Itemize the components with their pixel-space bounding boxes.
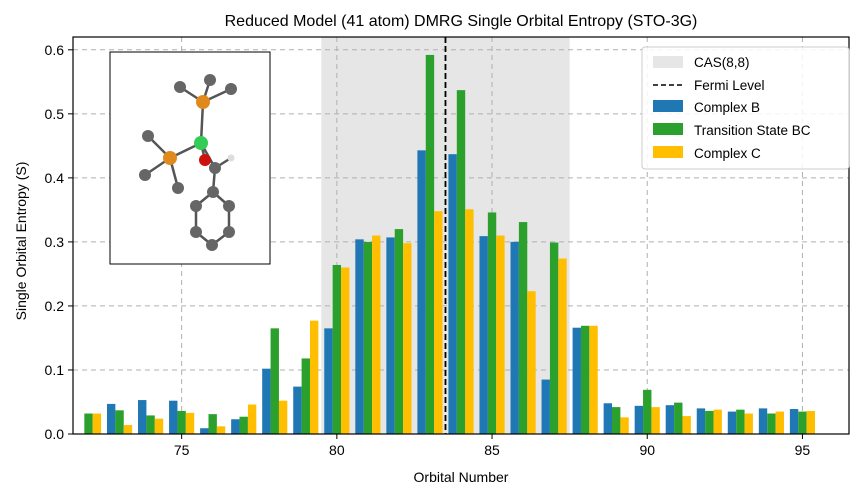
bar-complex-b [417,150,426,434]
bar-transition-state-bc [643,389,652,434]
bar-complex-b [479,236,488,434]
bar-transition-state-bc [332,264,342,434]
y-tick-label: 0.4 [45,170,65,186]
bar-complex-b [727,411,737,434]
bar-complex-b [572,327,581,434]
bar-complex-b [106,403,116,434]
legend-swatch-cas [653,56,683,68]
bar-complex-c [713,409,722,434]
bar-complex-b [386,237,395,434]
bar-complex-c [806,410,816,434]
legend-label-fermi: Fermi Level [694,78,765,93]
bar-complex-b [758,408,768,434]
bar-complex-c [154,418,164,434]
bar-transition-state-bc [239,416,248,434]
bar-transition-state-bc [84,413,93,434]
bar-transition-state-bc [549,242,559,434]
bar-complex-b [510,241,519,434]
x-tick-label: 95 [795,442,811,458]
bar-complex-c [682,416,691,434]
bar-transition-state-bc [798,411,807,434]
bar-complex-c [247,404,257,434]
bar-transition-state-bc [736,409,745,434]
bar-transition-state-bc [146,415,155,434]
bar-complex-c [496,235,505,434]
bar-complex-b [665,405,675,434]
bar-transition-state-bc [767,413,776,434]
bar-complex-c [558,258,567,434]
bar-complex-b [603,403,613,434]
legend-label-complex-b: Complex B [694,100,760,115]
x-axis-title: Orbital Number [414,469,509,485]
bar-complex-c [403,243,412,434]
bar-transition-state-bc [363,241,373,434]
bar-complex-c [651,407,660,434]
bar-transition-state-bc [612,407,621,434]
bar-complex-c [620,417,629,434]
legend-swatch-complex-c [653,146,683,158]
legend-swatch-complex-b [653,100,683,112]
chart-title: Reduced Model (41 atom) DMRG Single Orbi… [225,13,698,30]
legend: CAS(8,8) Fermi Level Complex B Transitio… [641,46,850,170]
bar-complex-c [216,426,226,434]
bar-complex-b [200,428,209,434]
bar-transition-state-bc [456,90,466,434]
bar-transition-state-bc [425,54,435,435]
bar-complex-c [372,235,381,434]
bar-complex-c [434,211,443,434]
bar-transition-state-bc [487,212,497,434]
bar-complex-b [138,400,147,434]
legend-swatch-transition-state [653,123,683,135]
bar-complex-b [231,419,240,434]
y-axis-title: Single Orbital Entropy (S) [13,162,29,321]
y-tick-label: 0.5 [45,106,65,122]
y-tick-label: 0.6 [45,42,65,58]
bar-complex-c [527,291,536,434]
bar-transition-state-bc [705,410,714,434]
bar-complex-c [775,411,784,434]
bar-transition-state-bc [580,325,590,434]
bar-transition-state-bc [177,410,186,434]
bar-complex-c [309,320,319,434]
y-tick-label: 0.2 [45,298,65,314]
plot-frame [72,36,850,435]
y-tick-label: 0.3 [45,234,65,250]
bar-transition-state-bc [115,410,124,434]
x-tick-label: 85 [484,442,500,458]
bar-complex-b [634,405,644,434]
bar-transition-state-bc [270,328,279,434]
bar-complex-b [169,400,178,434]
bar-complex-b [448,154,457,435]
x-tick-label: 90 [639,442,655,458]
y-tick-label: 0.1 [45,362,65,378]
y-tick-label: 0.0 [45,426,65,442]
bar-complex-b [262,368,271,434]
bar-complex-c [341,267,350,434]
legend-label-cas: CAS(8,8) [694,55,750,70]
bar-complex-c [744,413,753,434]
bar-complex-b [541,379,550,434]
bar-transition-state-bc [674,402,683,434]
legend-label-transition-state: Transition State BC [694,123,811,138]
x-tick-label: 80 [329,442,345,458]
bar-complex-b [696,408,706,434]
bar-complex-b [789,409,799,434]
bar-transition-state-bc [394,229,404,434]
molecule-inset-image [109,51,271,265]
bar-complex-c [185,412,195,434]
bar-complex-c [123,425,133,434]
bar-complex-c [589,325,598,434]
bar-complex-c [278,400,288,434]
bar-complex-b [355,239,364,434]
bar-complex-c [92,413,102,434]
x-tick-label: 75 [174,442,190,458]
legend-label-complex-c: Complex C [694,146,761,161]
bar-complex-b [324,328,333,434]
bar-transition-state-bc [301,358,310,434]
bar-transition-state-bc [208,414,217,434]
bar-complex-b [293,386,302,434]
bar-complex-c [465,209,474,434]
bar-transition-state-bc [518,222,528,434]
